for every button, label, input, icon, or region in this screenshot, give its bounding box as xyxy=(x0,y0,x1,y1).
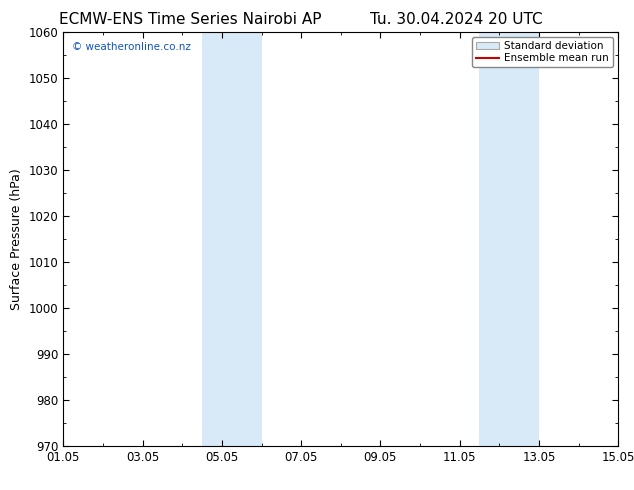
Bar xyxy=(479,32,539,446)
Legend: Standard deviation, Ensemble mean run: Standard deviation, Ensemble mean run xyxy=(472,37,613,68)
Text: © weatheronline.co.nz: © weatheronline.co.nz xyxy=(72,42,191,52)
Text: ECMW-ENS Time Series Nairobi AP: ECMW-ENS Time Series Nairobi AP xyxy=(59,12,321,27)
Text: Tu. 30.04.2024 20 UTC: Tu. 30.04.2024 20 UTC xyxy=(370,12,543,27)
Y-axis label: Surface Pressure (hPa): Surface Pressure (hPa) xyxy=(10,168,23,310)
Bar xyxy=(202,32,261,446)
